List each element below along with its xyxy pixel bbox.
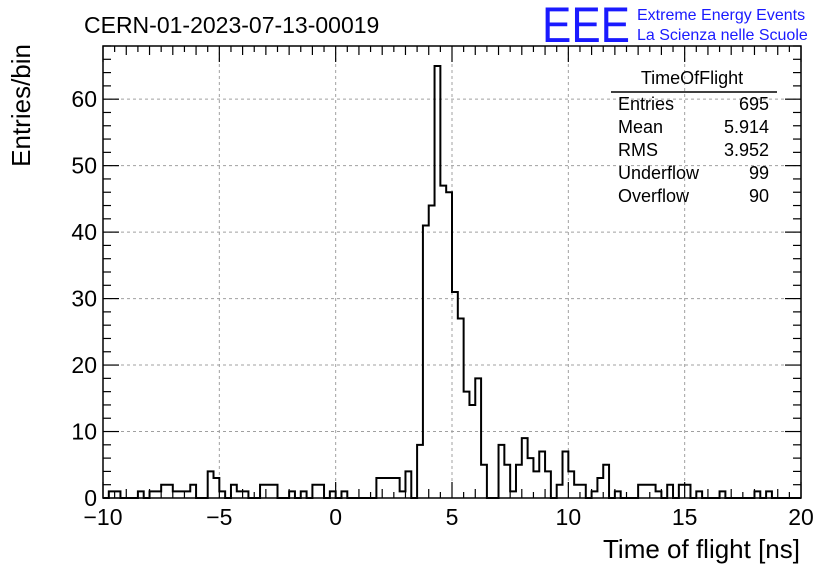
stats-label: Entries — [618, 94, 674, 114]
logo-line-1: Extreme Energy Events — [637, 7, 805, 24]
y-tick-label: 0 — [84, 485, 97, 511]
logo: EEE Extreme Energy Events La Scienza nel… — [542, 0, 808, 53]
stats-value: 5.914 — [724, 117, 769, 137]
logo-line-2: La Scienza nelle Scuole — [637, 27, 808, 44]
y-tick-label: 40 — [71, 219, 97, 245]
stats-value: 695 — [739, 94, 769, 114]
stats-label: Overflow — [618, 186, 690, 206]
histogram-line — [103, 64, 801, 499]
y-tick-labels: 0 10 20 30 40 50 60 — [71, 86, 97, 511]
x-tick-labels: −10 −5 0 5 10 15 20 — [83, 504, 813, 530]
stats-label: Underflow — [618, 163, 700, 183]
logo-mark: EEE — [542, 0, 630, 53]
x-tick-label: 0 — [329, 504, 342, 530]
stats-label: RMS — [618, 140, 658, 160]
x-tick-label: 20 — [788, 504, 814, 530]
stats-value: 99 — [749, 163, 769, 183]
y-tick-label: 10 — [71, 419, 97, 445]
y-tick-label: 50 — [71, 153, 97, 179]
x-tick-label: −5 — [206, 504, 232, 530]
axis-ticks — [102, 45, 802, 499]
stats-title: TimeOfFlight — [641, 68, 743, 88]
x-axis-label: Time of flight [ns] — [603, 534, 800, 564]
y-tick-label: 60 — [71, 86, 97, 112]
x-tick-label: 15 — [672, 504, 698, 530]
x-tick-label: −10 — [83, 504, 122, 530]
x-tick-label: 5 — [446, 504, 459, 530]
stats-value: 90 — [749, 186, 769, 206]
stats-label: Mean — [618, 117, 663, 137]
stats-rows: Entries 695 Mean 5.914 RMS 3.952 Underflow 99 Ov… — [618, 94, 769, 206]
y-tick-label: 20 — [71, 352, 97, 378]
x-tick-label: 10 — [556, 504, 582, 530]
chart-title: CERN-01-2023-07-13-00019 — [84, 12, 379, 38]
y-tick-label: 30 — [71, 286, 97, 312]
stats-value: 3.952 — [724, 140, 769, 160]
stats-box: TimeOfFlight Entries 695 Mean 5.914 RMS 3.952… — [611, 68, 777, 206]
y-axis-label: Entries/bin — [6, 44, 36, 167]
